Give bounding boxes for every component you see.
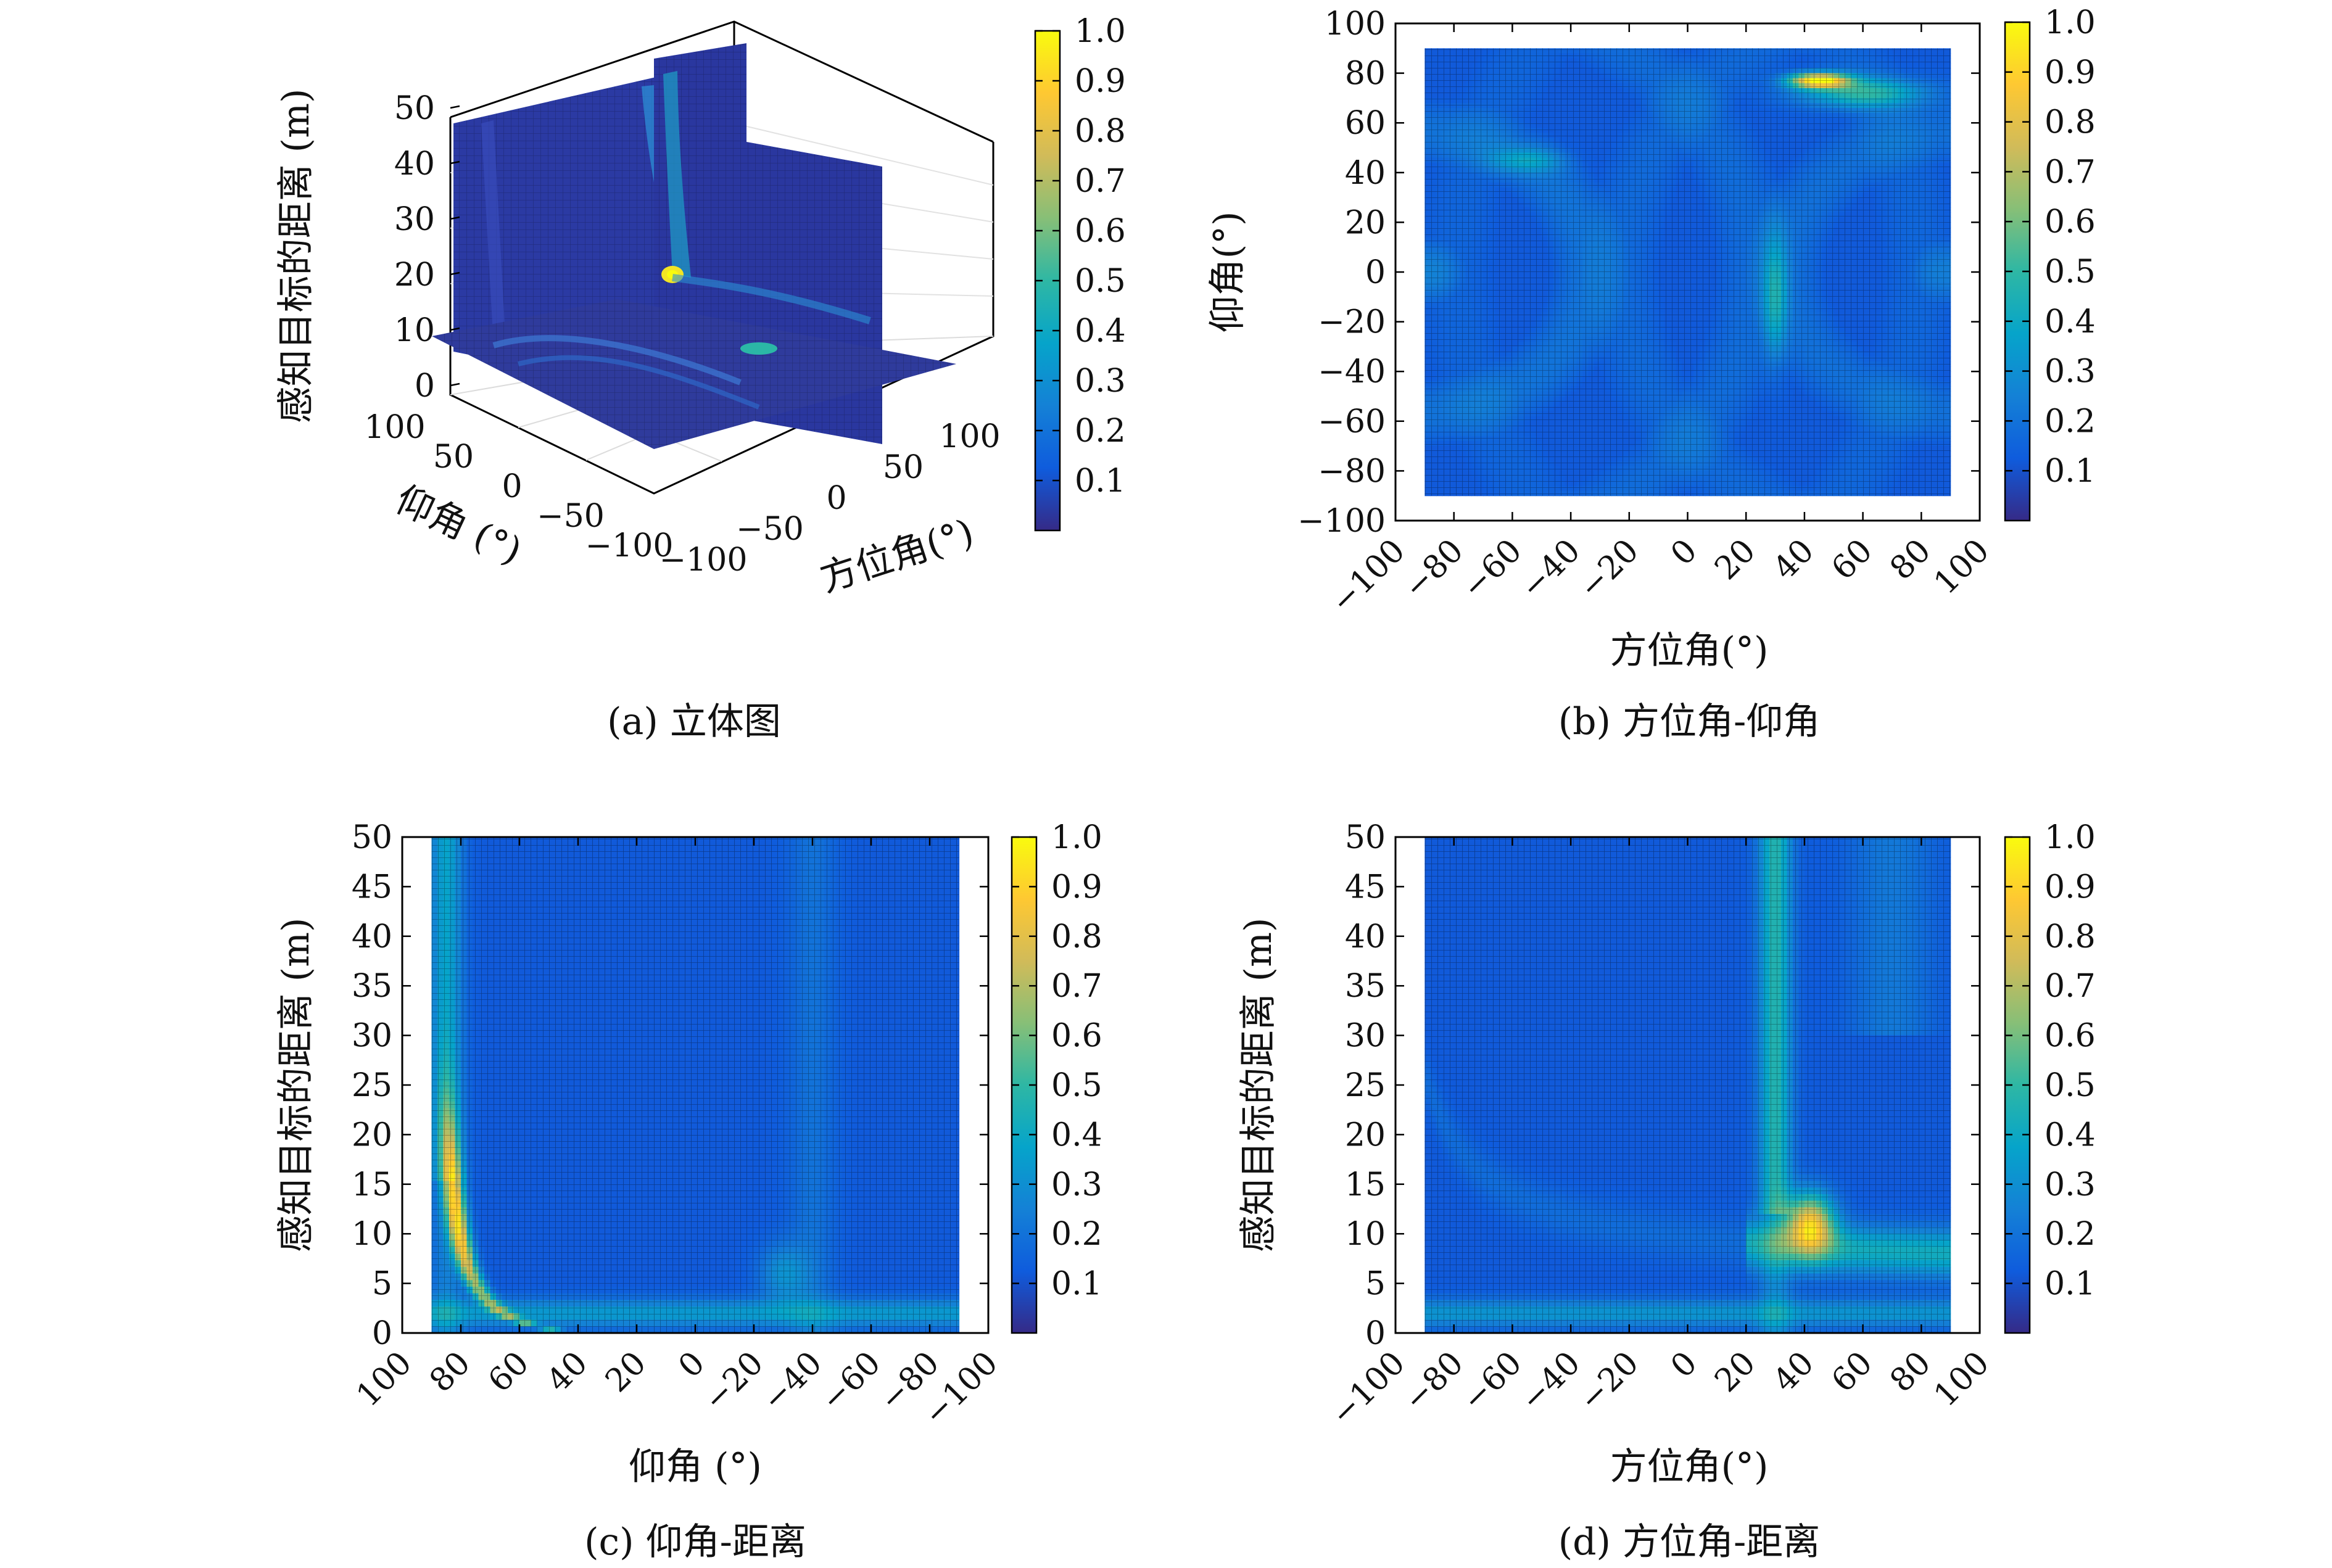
x-tick-label: 100	[939, 418, 1000, 455]
panel-b-heatmap	[1424, 48, 1951, 497]
y-tick-label: 0	[502, 468, 522, 505]
z-tick-label: 0	[415, 368, 435, 405]
x-tick-label: −100	[659, 542, 748, 579]
slice-distance-const	[432, 299, 956, 449]
panel-a-x-ticks: −100−50 0 50 100	[659, 418, 1001, 579]
z-tick-mark	[450, 271, 460, 276]
x-tick-label: 50	[883, 449, 924, 486]
z-tick-label: 40	[394, 146, 435, 183]
z-tick-label: 10	[394, 312, 435, 349]
x-tick-label: 0	[826, 480, 846, 517]
panel-a-caption: (a) 立体图	[607, 700, 781, 743]
z-tick-mark	[450, 327, 460, 331]
x-tick-label: −50	[736, 511, 804, 548]
z-tick-label: 30	[394, 201, 435, 238]
y-tick-label: −100	[585, 527, 674, 564]
z-tick-mark	[450, 105, 460, 109]
y-tick-label: −50	[537, 498, 605, 535]
panel-a-x-label: 方位角(°)	[815, 511, 979, 601]
panel-a-z-label: 感知目标的距离 (m)	[275, 89, 318, 424]
z-tick-label: 50	[394, 90, 435, 127]
y-tick-label: 50	[433, 439, 474, 476]
z-tick-mark	[450, 160, 460, 165]
z-tick-mark	[450, 382, 460, 387]
z-tick-label: 20	[394, 257, 435, 294]
z-tick-mark	[450, 216, 460, 220]
y-tick-label: 100	[364, 409, 425, 446]
panel-a-z-ticks: 0 10 20 30 40 50	[394, 90, 460, 405]
